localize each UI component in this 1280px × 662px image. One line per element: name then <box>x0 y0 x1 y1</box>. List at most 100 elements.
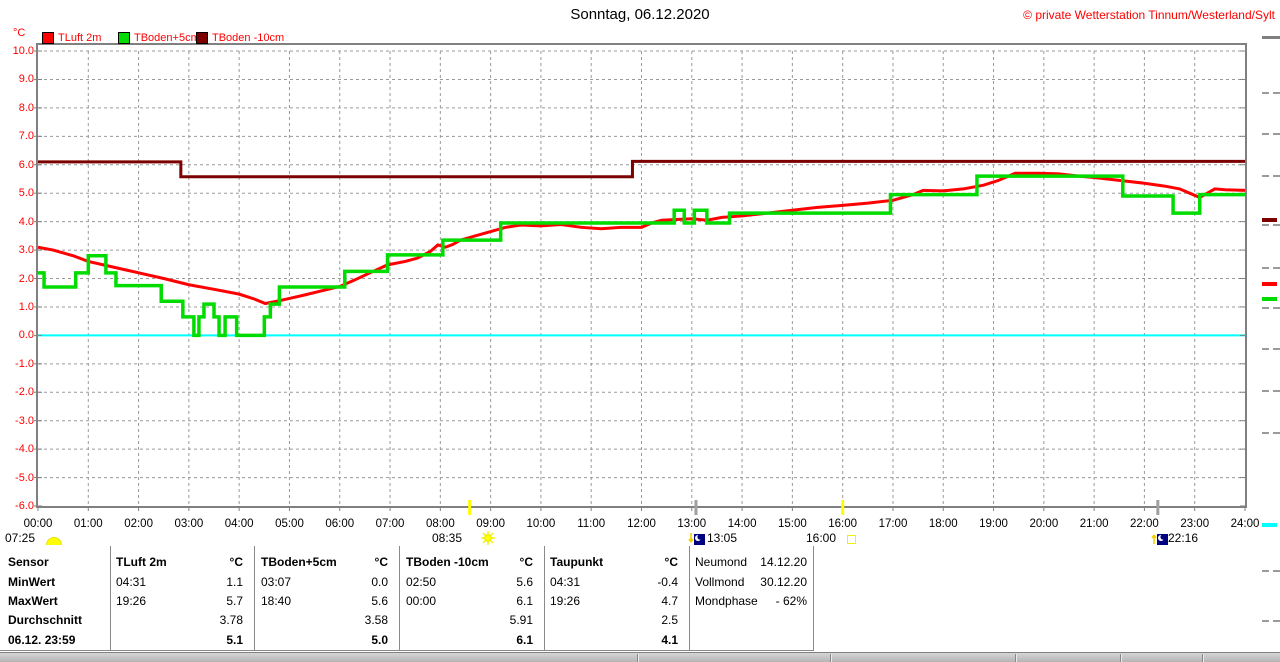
y-tick-label: 6.0 <box>18 158 34 171</box>
sensor-unit-header: °C <box>664 555 678 569</box>
avg-value-cell: 3.58 <box>364 613 388 627</box>
last-value-cell: 5.1 <box>226 633 243 647</box>
x-tick-label: 04:00 <box>224 518 254 530</box>
sensor-unit-header: °C <box>374 555 388 569</box>
legend-swatch-tboden5-icon <box>118 32 130 44</box>
y-tick-label: 4.0 <box>18 215 34 228</box>
y-axis-unit-label: °C <box>13 27 26 39</box>
event-time-label-moonrise: 22:16 <box>1168 531 1199 545</box>
next-chart-gridline-stub <box>1273 92 1280 94</box>
status-bar <box>0 652 1280 662</box>
min-time-cell: 03:07 <box>261 575 292 589</box>
x-tick-label: 17:00 <box>878 518 908 530</box>
table-column-separator <box>399 546 400 651</box>
x-tick-label: 21:00 <box>1079 518 1109 530</box>
min-time-cell: 02:50 <box>406 575 437 589</box>
table-row-label: MinWert <box>8 575 56 589</box>
copyright-note: © private Wetterstation Tinnum/Westerlan… <box>1023 8 1275 22</box>
legend-label-tboden5: TBoden+5cm <box>134 32 200 44</box>
moonset-axis-tick <box>694 500 698 515</box>
table-column-separator <box>544 546 545 651</box>
min-value-cell: 5.6 <box>516 575 533 589</box>
x-tick-label: 16:00 <box>828 518 858 530</box>
x-tick-label: 03:00 <box>174 518 204 530</box>
next-chart-gridline-stub <box>1273 348 1280 350</box>
status-bar-panel-divider <box>1202 654 1204 662</box>
next-chart-gridline-stub <box>1273 620 1280 622</box>
max-value-cell: 6.1 <box>516 594 533 608</box>
status-bar-panel-divider <box>830 654 832 662</box>
page-title: Sonntag, 06.12.2020 <box>570 6 710 23</box>
x-tick-label: 06:00 <box>325 518 355 530</box>
y-tick-label: -5.0 <box>15 471 34 484</box>
x-tick-label: 22:00 <box>1130 518 1159 530</box>
min-value-cell: 0.0 <box>371 575 388 589</box>
last-value-cell: 5.0 <box>371 633 388 647</box>
next-chart-series-stub <box>1262 523 1277 527</box>
y-tick-label: -1.0 <box>15 357 34 370</box>
next-chart-gridline-stub <box>1273 175 1280 177</box>
min-time-cell: 04:31 <box>550 575 581 589</box>
moon-panel-label: Neumond <box>695 555 748 569</box>
moon-panel-value: - 62% <box>775 594 807 608</box>
next-chart-gridline-stub <box>1262 570 1269 572</box>
next-chart-series-stub <box>1262 297 1277 301</box>
moonset-moon-icon <box>688 531 705 546</box>
legend-swatch-tboden10-icon <box>196 32 208 44</box>
x-tick-label: 09:00 <box>476 518 506 530</box>
y-tick-label: -3.0 <box>15 414 34 427</box>
y-tick-label: 9.0 <box>18 73 34 86</box>
next-chart-gridline-stub <box>1273 133 1280 135</box>
avg-value-cell: 5.91 <box>509 613 533 627</box>
next-chart-gridline-stub <box>1273 267 1280 269</box>
status-bar-panel-divider <box>637 654 639 662</box>
next-chart-gridline-stub <box>1262 267 1269 269</box>
moon-panel-value: 14.12.20 <box>760 555 807 569</box>
next-chart-gridline-stub <box>1262 348 1269 350</box>
y-tick-label: 5.0 <box>18 187 34 200</box>
legend-swatch-tluft-icon <box>42 32 54 44</box>
min-time-cell: 04:31 <box>116 575 147 589</box>
x-tick-label: 20:00 <box>1029 518 1059 530</box>
sensor-unit-header: °C <box>519 555 533 569</box>
next-chart-border-stub <box>1262 36 1280 39</box>
sensor-unit-header: °C <box>229 555 243 569</box>
sun-axis-tick <box>468 500 472 515</box>
event-time-label-sun: 08:35 <box>432 531 463 545</box>
x-tick-label: 07:00 <box>375 518 405 530</box>
sunset-square-axis-tick <box>841 500 845 515</box>
x-tick-label: 13:00 <box>677 518 707 530</box>
table-column-separator <box>110 546 111 651</box>
x-tick-label: 12:00 <box>627 518 656 530</box>
sensor-name-header: TLuft 2m <box>116 555 167 569</box>
legend-item-tboden10: TBoden -10cm <box>196 32 284 44</box>
sensor-name-header: Taupunkt <box>550 555 604 569</box>
avg-value-cell: 2.5 <box>661 613 678 627</box>
x-tick-label: 08:00 <box>425 518 455 530</box>
next-chart-series-stub <box>1262 282 1277 286</box>
next-chart-gridline-stub <box>1262 224 1269 226</box>
next-chart-series-stub <box>1262 218 1277 222</box>
next-chart-gridline-stub <box>1262 390 1269 392</box>
moon-panel-label: Mondphase <box>695 594 758 608</box>
x-tick-label: 18:00 <box>928 518 958 530</box>
moon-panel-label: Vollmond <box>695 575 745 589</box>
table-column-separator <box>813 546 814 651</box>
legend-item-tluft: TLuft 2m <box>42 32 101 44</box>
sensor-name-header: TBoden -10cm <box>406 555 489 569</box>
avg-value-cell: 3.78 <box>219 613 243 627</box>
y-tick-label: 1.0 <box>18 300 34 313</box>
min-value-cell: 1.1 <box>226 575 243 589</box>
x-tick-label: 24:00 <box>1230 518 1260 530</box>
next-chart-gridline-stub <box>1262 175 1269 177</box>
sensor-name-header: TBoden+5cm <box>261 555 337 569</box>
next-chart-gridline-stub <box>1273 570 1280 572</box>
event-time-label-moonset: 13:05 <box>707 531 738 545</box>
max-time-cell: 00:00 <box>406 594 437 608</box>
y-tick-label: 3.0 <box>18 244 34 257</box>
y-tick-label: 7.0 <box>18 130 34 143</box>
legend-label-tboden10: TBoden -10cm <box>212 32 285 44</box>
moonrise-moon-icon <box>1151 531 1168 546</box>
series-line-tboden-5cm <box>38 174 1245 338</box>
